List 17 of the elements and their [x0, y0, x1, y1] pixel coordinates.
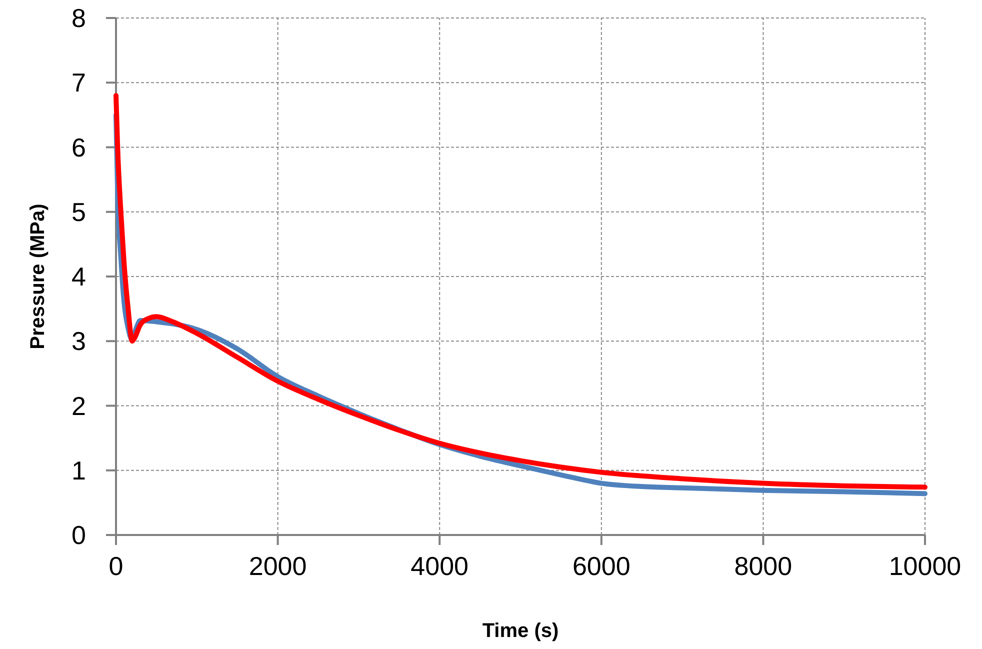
x-axis-title: Time (s)	[482, 620, 559, 642]
y-tick-label: 0	[72, 520, 86, 550]
y-tick-label: 4	[72, 262, 86, 292]
x-tick-label: 0	[108, 551, 124, 581]
y-tick-label: 7	[72, 68, 86, 98]
x-tick-label: 8000	[734, 551, 792, 581]
x-tick-label: 4000	[410, 551, 469, 581]
x-tick-label: 10000	[888, 551, 962, 581]
y-tick-label: 3	[72, 326, 86, 356]
x-tick-label: 2000	[248, 551, 307, 581]
y-tick-label: 2	[72, 390, 86, 421]
y-axis-title: Pressure (MPa)	[27, 204, 49, 350]
y-tick-label: 5	[72, 196, 86, 227]
y-tick-label: 1	[72, 455, 86, 486]
y-tick-label: 6	[72, 132, 86, 162]
y-tick-label: 8	[72, 3, 86, 34]
x-tick-label: 6000	[572, 551, 630, 581]
